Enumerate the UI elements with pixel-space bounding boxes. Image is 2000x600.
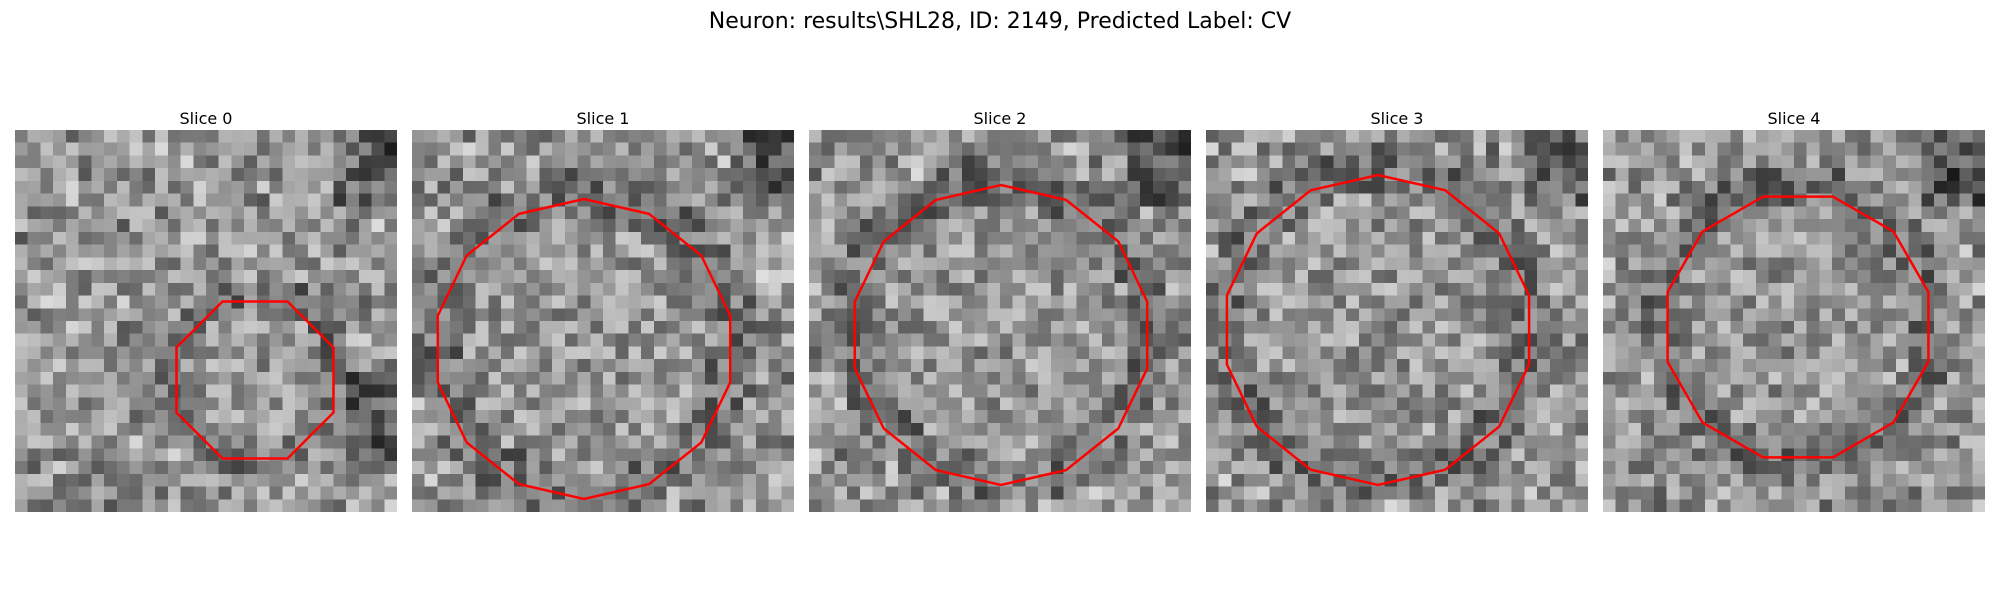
roi-contour-layer xyxy=(1225,173,1531,487)
roi-contour-layer xyxy=(853,183,1149,487)
slice-panel-4: Slice 4 xyxy=(1603,108,1985,512)
slice-panel-2: Slice 2 xyxy=(809,108,1191,512)
slice-panel-0: Slice 0 xyxy=(15,108,397,512)
slice-title: Slice 0 xyxy=(179,109,233,128)
roi-contour xyxy=(436,197,732,501)
slice-panel-3: Slice 3 xyxy=(1206,108,1588,512)
roi-contour-layer xyxy=(175,300,335,460)
slice-title: Slice 4 xyxy=(1767,109,1821,128)
roi-contour-layer xyxy=(436,197,732,501)
roi-contour xyxy=(175,300,335,460)
roi-contour-layer xyxy=(1666,195,1930,459)
slice-image xyxy=(15,130,397,512)
roi-contour xyxy=(853,183,1149,487)
figure-title: Neuron: results\SHL28, ID: 2149, Predict… xyxy=(708,9,1292,34)
slice-title: Slice 2 xyxy=(973,109,1027,128)
slice-title: Slice 1 xyxy=(576,109,630,128)
slice-title: Slice 3 xyxy=(1370,109,1424,128)
roi-contour xyxy=(1666,195,1930,459)
slice-image xyxy=(809,130,1191,512)
roi-contour xyxy=(1225,173,1531,487)
slice-image xyxy=(1206,130,1588,512)
slice-panel-1: Slice 1 xyxy=(412,108,794,512)
